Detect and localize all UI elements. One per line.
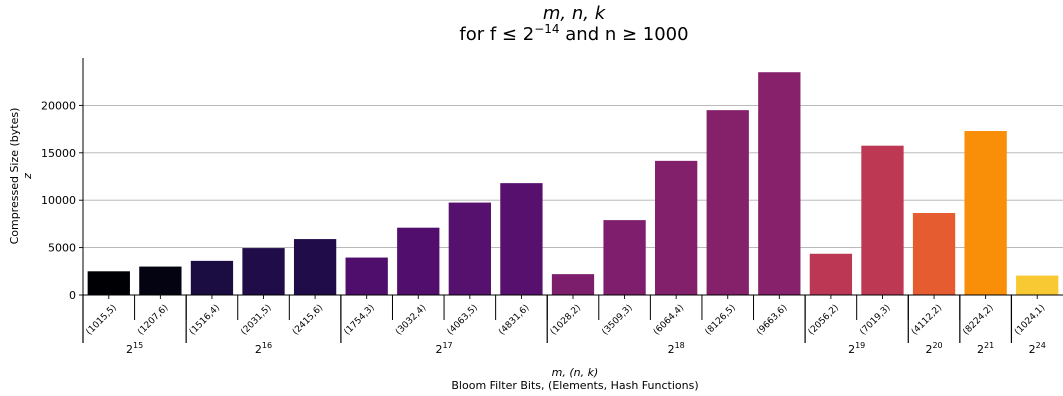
bar-7 (448, 202, 491, 295)
x-tick-label-15: (7019,3) (858, 303, 892, 337)
x-tick-label-9: (1028,2) (549, 303, 583, 337)
bar-1 (139, 266, 182, 295)
x-tick-label-5: (1754,3) (342, 303, 376, 337)
chart-title-line2-suffix: and n ≥ 1000 (560, 24, 689, 45)
y-tick-label-1: 5000 (48, 242, 76, 255)
bar-17 (964, 130, 1007, 295)
x-tick-label-2: (1516,4) (188, 303, 222, 337)
x-axis-label-line2: Bloom Filter Bits, (Elements, Hash Funct… (451, 379, 698, 392)
bar-2 (190, 260, 234, 295)
x-tick-label-17: (8224,2) (961, 303, 995, 337)
bar-4 (293, 239, 337, 295)
bar-8 (500, 183, 543, 295)
x-tick-label-8: (4831,6) (497, 303, 531, 337)
bar-11 (655, 160, 698, 295)
y-axis: 0 5000 10000 15000 20000 (41, 58, 84, 302)
x-group-label-7: 224 (1029, 341, 1046, 356)
bar-14 (809, 253, 853, 295)
bar-15 (861, 145, 904, 295)
x-axis-label-line1: m, (n, k) (552, 366, 599, 379)
x-tick-label-18: (1024,1) (1013, 303, 1047, 337)
x-tick-label-13: (9663,6) (755, 303, 789, 337)
y-tick-label-2: 10000 (41, 194, 76, 207)
x-group-label-0: 215 (126, 341, 143, 356)
bar-13 (758, 72, 801, 295)
x-group-label-1: 216 (255, 341, 272, 356)
x-tick-label-10: (3509,3) (600, 303, 634, 337)
x-tick-label-12: (8126,5) (704, 303, 738, 337)
x-axis: (1015,5) (1207,6) (1516,4) (2031,5) (2415,6)… (82, 294, 1063, 356)
chart-title-line2: for f ≤ 2−14 and n ≥ 1000 (459, 22, 688, 45)
bar-10 (603, 220, 646, 295)
x-tick-label-6: (3032,4) (394, 303, 428, 337)
chart-title-line2-prefix: for f ≤ 2 (459, 24, 534, 45)
x-tick-label-11: (6064,4) (652, 303, 686, 337)
y-tick-label-4: 20000 (41, 99, 76, 112)
x-group-label-3: 218 (668, 341, 685, 356)
x-tick-label-0: (1015,5) (85, 303, 119, 337)
chart-title-line1: m, n, k (543, 3, 607, 24)
chart-title-line2-exponent: −14 (534, 22, 559, 36)
bar-16 (912, 212, 956, 295)
y-axis-label-line1: Compressed Size (bytes) (8, 108, 21, 245)
bar-6 (397, 227, 440, 295)
x-tick-label-3: (2031,5) (239, 303, 273, 337)
bars (87, 72, 1059, 295)
bar-12 (706, 110, 749, 295)
bar-0 (87, 271, 130, 295)
x-group-label-6: 221 (977, 341, 994, 356)
x-tick-label-1: (1207,6) (136, 303, 170, 337)
x-group-label-5: 220 (925, 341, 942, 356)
x-group-label-4: 219 (848, 341, 865, 356)
bar-18 (1016, 275, 1059, 295)
x-group-label-2: 217 (435, 341, 452, 356)
bar-3 (242, 248, 285, 295)
y-axis-label-line2: z (21, 173, 34, 180)
x-tick-label-16: (4112,2) (910, 303, 944, 337)
x-tick-label-14: (2056,2) (807, 303, 841, 337)
x-tick-label-7: (4063,5) (446, 303, 480, 337)
y-tick-label-3: 15000 (41, 147, 76, 160)
x-tick-label-4: (2415,6) (291, 303, 325, 337)
bar-9 (551, 274, 595, 295)
y-tick-label-0: 0 (69, 289, 76, 302)
bar-5 (345, 257, 388, 295)
